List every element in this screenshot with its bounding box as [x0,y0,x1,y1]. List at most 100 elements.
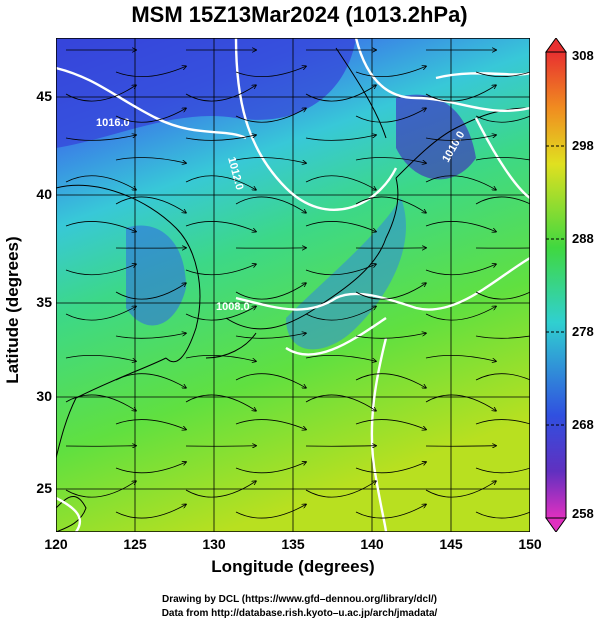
wind-streamline [65,306,136,321]
wind-streamline [65,394,136,411]
wind-streamline [65,175,136,190]
y-axis-label: Latitude (degrees) [3,236,22,384]
wind-streamline [355,66,426,77]
y-tick: 30 [36,388,52,404]
wind-streamline [235,157,306,163]
wind-streamline [425,264,496,276]
wind-streamline [185,394,256,411]
wind-streamline [305,446,376,447]
wind-streamline [425,354,496,361]
wind-streamline [425,446,496,447]
wind-streamline [235,196,306,213]
wind-streamline [65,264,136,276]
y-tick: 25 [36,480,52,496]
wind-streamline [305,85,376,102]
wind-streamline [235,504,306,519]
wind-streamline [235,419,306,430]
x-axis-label: Longitude (degrees) [211,557,375,576]
wind-streamline [355,419,426,430]
isobar-label: 1016.0 [96,117,130,129]
colorbar-tick: 258 [572,506,594,521]
wind-streamline [115,157,186,163]
wind-streamline [355,157,426,163]
wind-streamline [65,481,136,498]
wind-streamline [475,467,530,474]
x-tick: 125 [123,536,147,552]
wind-streamline [475,291,530,300]
x-tick: 130 [202,536,226,552]
y-tick: 45 [36,88,52,104]
wind-streamlines [65,50,530,519]
wind-streamline [185,354,256,361]
wind-streamline [305,394,376,411]
wind-streamline [355,333,426,339]
wind-streamline [475,71,530,77]
cold-region-north [56,38,356,148]
wind-streamline [65,354,136,361]
wind-streamline [115,373,186,388]
colorbar-tick: 288 [572,231,594,246]
isobar-label: 1008.0 [216,301,250,313]
wind-streamline [305,135,376,141]
wind-streamline [235,108,306,123]
colorbar-tick: 298 [572,138,594,153]
colorbar-tick: 268 [572,417,594,432]
wind-streamline [425,306,496,321]
wind-streamline [475,157,530,161]
wind-streamline [115,504,186,519]
x-tick: 145 [439,536,463,552]
wind-streamline [185,175,256,190]
wind-streamline [115,333,186,339]
wind-streamline [305,264,376,276]
wind-streamline [185,446,256,447]
wind-streamline [305,481,376,498]
wind-streamline [305,175,376,190]
wind-streamline [65,85,136,102]
wind-streamline [355,108,426,123]
x-tick: 150 [518,536,542,552]
wind-streamline [475,196,530,205]
wind-streamline [355,373,426,388]
wind-streamline [65,446,136,447]
credit-data: Data from http://database.rish.kyoto–u.a… [161,608,438,619]
wind-streamline [475,511,530,519]
wind-streamline [425,221,496,231]
wind-streamline [355,196,426,213]
colorbar-tick: 308 [572,48,594,63]
y-tick: 35 [36,294,52,310]
wind-streamline [235,462,306,474]
colorbar-tick: 278 [572,324,594,339]
wind-streamline [355,504,426,519]
x-tick: 135 [281,536,305,552]
wind-streamline [115,419,186,430]
lat-lon-grid [56,38,530,532]
colorbar [545,38,567,532]
cold-region-korea [126,225,186,326]
wind-streamline [235,373,306,388]
wind-streamline [475,373,530,381]
wind-streamline [185,264,256,276]
wind-streamline [185,85,256,102]
wind-streamline [425,394,496,411]
wind-streamline [65,135,136,141]
wind-streamline [475,115,530,123]
wind-streamline [115,66,186,77]
wind-streamline [355,283,426,300]
wind-streamline [235,66,306,77]
wind-streamline [115,283,186,300]
wind-streamline [425,135,496,141]
wind-streamline [305,354,376,361]
wind-streamline [425,85,496,102]
credit-drawing: Drawing by DCL (https://www.gfd–dennou.o… [161,594,437,605]
wind-streamline [425,175,496,190]
wind-streamline [185,481,256,498]
map-panel: 1016.0 1012.0 1010.0 1008.0 [56,38,530,532]
wind-streamline [115,462,186,474]
y-tick: 40 [36,186,52,202]
wind-streamline [425,481,496,498]
wind-streamline [305,221,376,231]
wind-streamline [235,333,306,339]
wind-streamline [475,419,530,425]
wind-streamline [475,335,530,339]
chart-title: MSM 15Z13Mar2024 (1013.2hPa) [131,2,468,27]
